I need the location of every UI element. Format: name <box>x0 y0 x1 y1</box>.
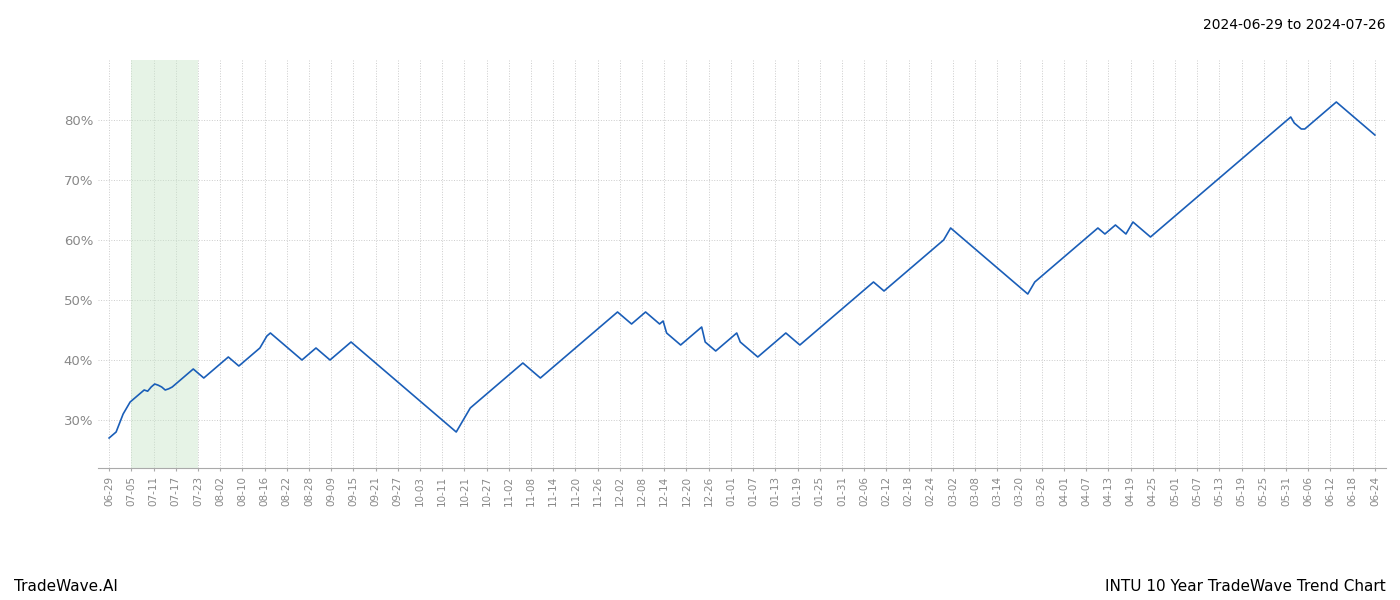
Text: TradeWave.AI: TradeWave.AI <box>14 579 118 594</box>
Text: INTU 10 Year TradeWave Trend Chart: INTU 10 Year TradeWave Trend Chart <box>1105 579 1386 594</box>
Text: 2024-06-29 to 2024-07-26: 2024-06-29 to 2024-07-26 <box>1204 18 1386 32</box>
Bar <box>132 60 197 468</box>
